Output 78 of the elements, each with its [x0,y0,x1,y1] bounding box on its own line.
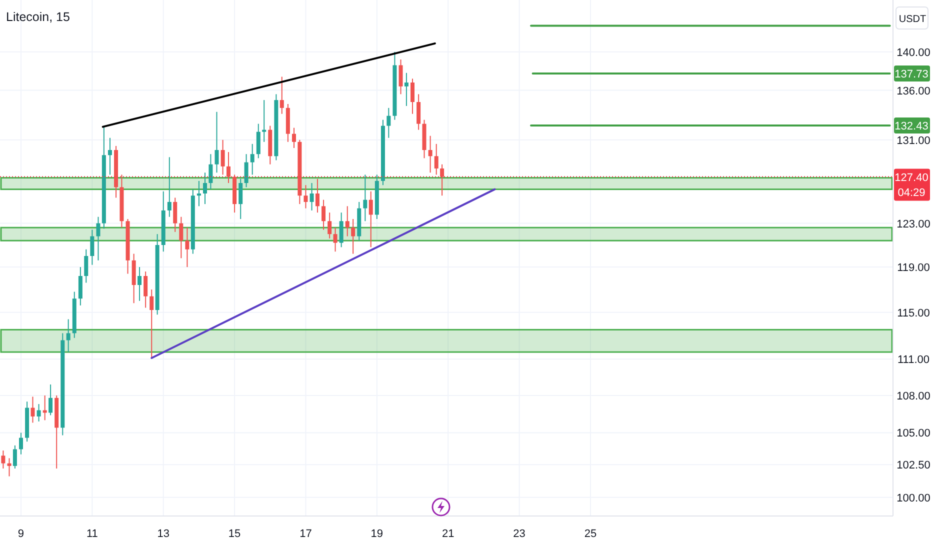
candlestick [108,137,112,176]
candlestick [410,78,415,114]
y-tick-label: 131.00 [896,134,930,147]
candlestick [208,154,213,190]
candlestick [404,72,408,106]
candlestick [19,432,23,455]
x-tick-label: 19 [370,528,384,540]
y-tick-label: 140.00 [896,46,930,59]
x-tick-label: 15 [228,528,241,540]
candlestick [328,212,332,239]
y-tick-label: 102.50 [896,460,930,472]
candlestick [179,216,184,259]
y-tick-label: 119.00 [897,262,930,274]
candlestick [42,394,47,421]
y-tick-label: 108.00 [896,390,930,402]
candlestick [238,178,243,220]
candlestick [416,94,421,130]
candlestick [333,227,338,252]
candlestick [250,143,254,176]
x-tick-label: 13 [157,528,170,540]
candlestick [185,227,190,268]
candlestick [96,216,100,261]
candlestick [214,111,219,174]
candlestick [292,127,296,148]
candlestick [280,76,284,114]
y-tick-label: 105.00 [896,428,930,440]
y-tick-label: 111.00 [897,354,930,366]
candlestick [304,184,308,209]
y-axis-title: USDT [898,14,926,25]
candlestick [78,266,82,306]
y-tick-label: 115.00 [897,307,930,320]
candlestick [203,172,208,205]
candlestick [315,178,320,214]
candlestick [440,164,444,196]
candlestick [1,450,6,470]
candlestick [90,229,94,266]
candlestick [30,396,35,424]
y-tick-label: 123.00 [896,218,930,230]
x-tick-label: 23 [513,528,526,540]
candlestick [66,318,70,353]
candlestick [428,135,432,174]
y-tick-label: 100.00 [896,492,930,504]
candlestick [256,123,260,159]
candlestick [144,271,148,308]
x-tick-label: 21 [442,528,454,540]
data-label: 132.43 [894,120,928,133]
candlestick [173,197,178,232]
candlestick [196,180,201,207]
candlestick [351,218,356,254]
candlestick [244,154,248,188]
candlestick [386,107,391,138]
candlestick [434,143,438,176]
candlestick [310,182,314,211]
candlestick [368,190,373,248]
candlestick [138,266,142,302]
candlestick [345,206,350,237]
candlestick [84,248,88,284]
candlestick [167,156,172,218]
candlestick [262,100,266,142]
candlestick [36,404,41,422]
text: Litecoin, 15 [6,10,70,24]
y-tick-label: 136.00 [896,85,930,98]
x-tick-label: 25 [584,528,597,540]
data-label: 137.73 [894,68,928,81]
x-tick-label: 17 [300,528,312,540]
x-tick-label: 11 [86,528,98,540]
candlestick [150,288,154,358]
candlestick [339,212,344,248]
candlestick [48,384,53,416]
candlestick [322,199,326,230]
x-tick-label: 9 [18,528,24,540]
candlestick [398,59,403,95]
candlestick [226,152,230,184]
candlestick [7,458,12,477]
candlestick [220,139,225,176]
ref-line-label: 127.40 04:29 [894,172,928,199]
candlestick [363,174,368,222]
candlestick [12,444,17,470]
